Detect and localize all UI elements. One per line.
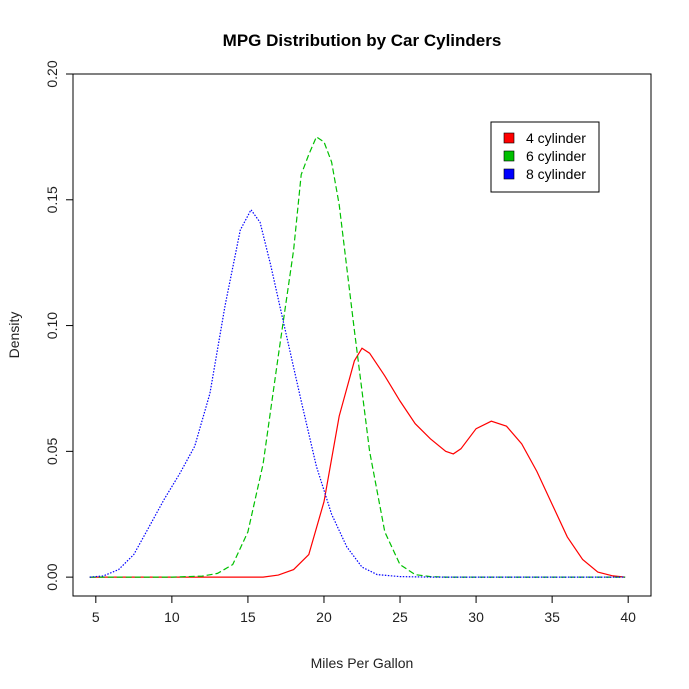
series-line-2 — [89, 136, 626, 578]
chart-title: MPG Distribution by Car Cylinders — [223, 31, 502, 50]
legend: 4 cylinder 6 cylinder 8 cylinder — [490, 121, 600, 193]
x-tick-label: 40 — [620, 609, 636, 625]
y-tick-label: 0.00 — [44, 563, 60, 590]
y-tick-label: 0.15 — [44, 186, 60, 213]
x-tick-label: 30 — [468, 609, 484, 625]
x-tick-label: 35 — [544, 609, 560, 625]
legend-swatch — [503, 150, 515, 162]
x-axis: 5 10 15 20 25 30 35 40 — [92, 595, 636, 625]
y-axis: 0.00 0.05 0.10 0.15 0.20 — [44, 60, 74, 591]
legend-label: 4 cylinder — [526, 130, 586, 146]
series-line-3 — [89, 208, 626, 578]
legend-label: 8 cylinder — [526, 166, 586, 182]
x-axis-label: Miles Per Gallon — [311, 655, 414, 671]
y-tick-label: 0.05 — [44, 438, 60, 465]
series-lines — [89, 136, 626, 578]
x-tick-label: 20 — [316, 609, 332, 625]
legend-swatch — [503, 168, 515, 180]
x-tick-label: 25 — [392, 609, 408, 625]
x-tick-label: 5 — [92, 609, 100, 625]
y-tick-label: 0.10 — [44, 312, 60, 339]
y-tick-label: 0.20 — [44, 60, 60, 87]
series-line-1 — [89, 347, 626, 578]
legend-swatch — [503, 132, 515, 144]
x-tick-label: 10 — [164, 609, 180, 625]
y-axis-label: Density — [6, 312, 22, 359]
legend-label: 6 cylinder — [526, 148, 586, 164]
x-tick-label: 15 — [240, 609, 256, 625]
